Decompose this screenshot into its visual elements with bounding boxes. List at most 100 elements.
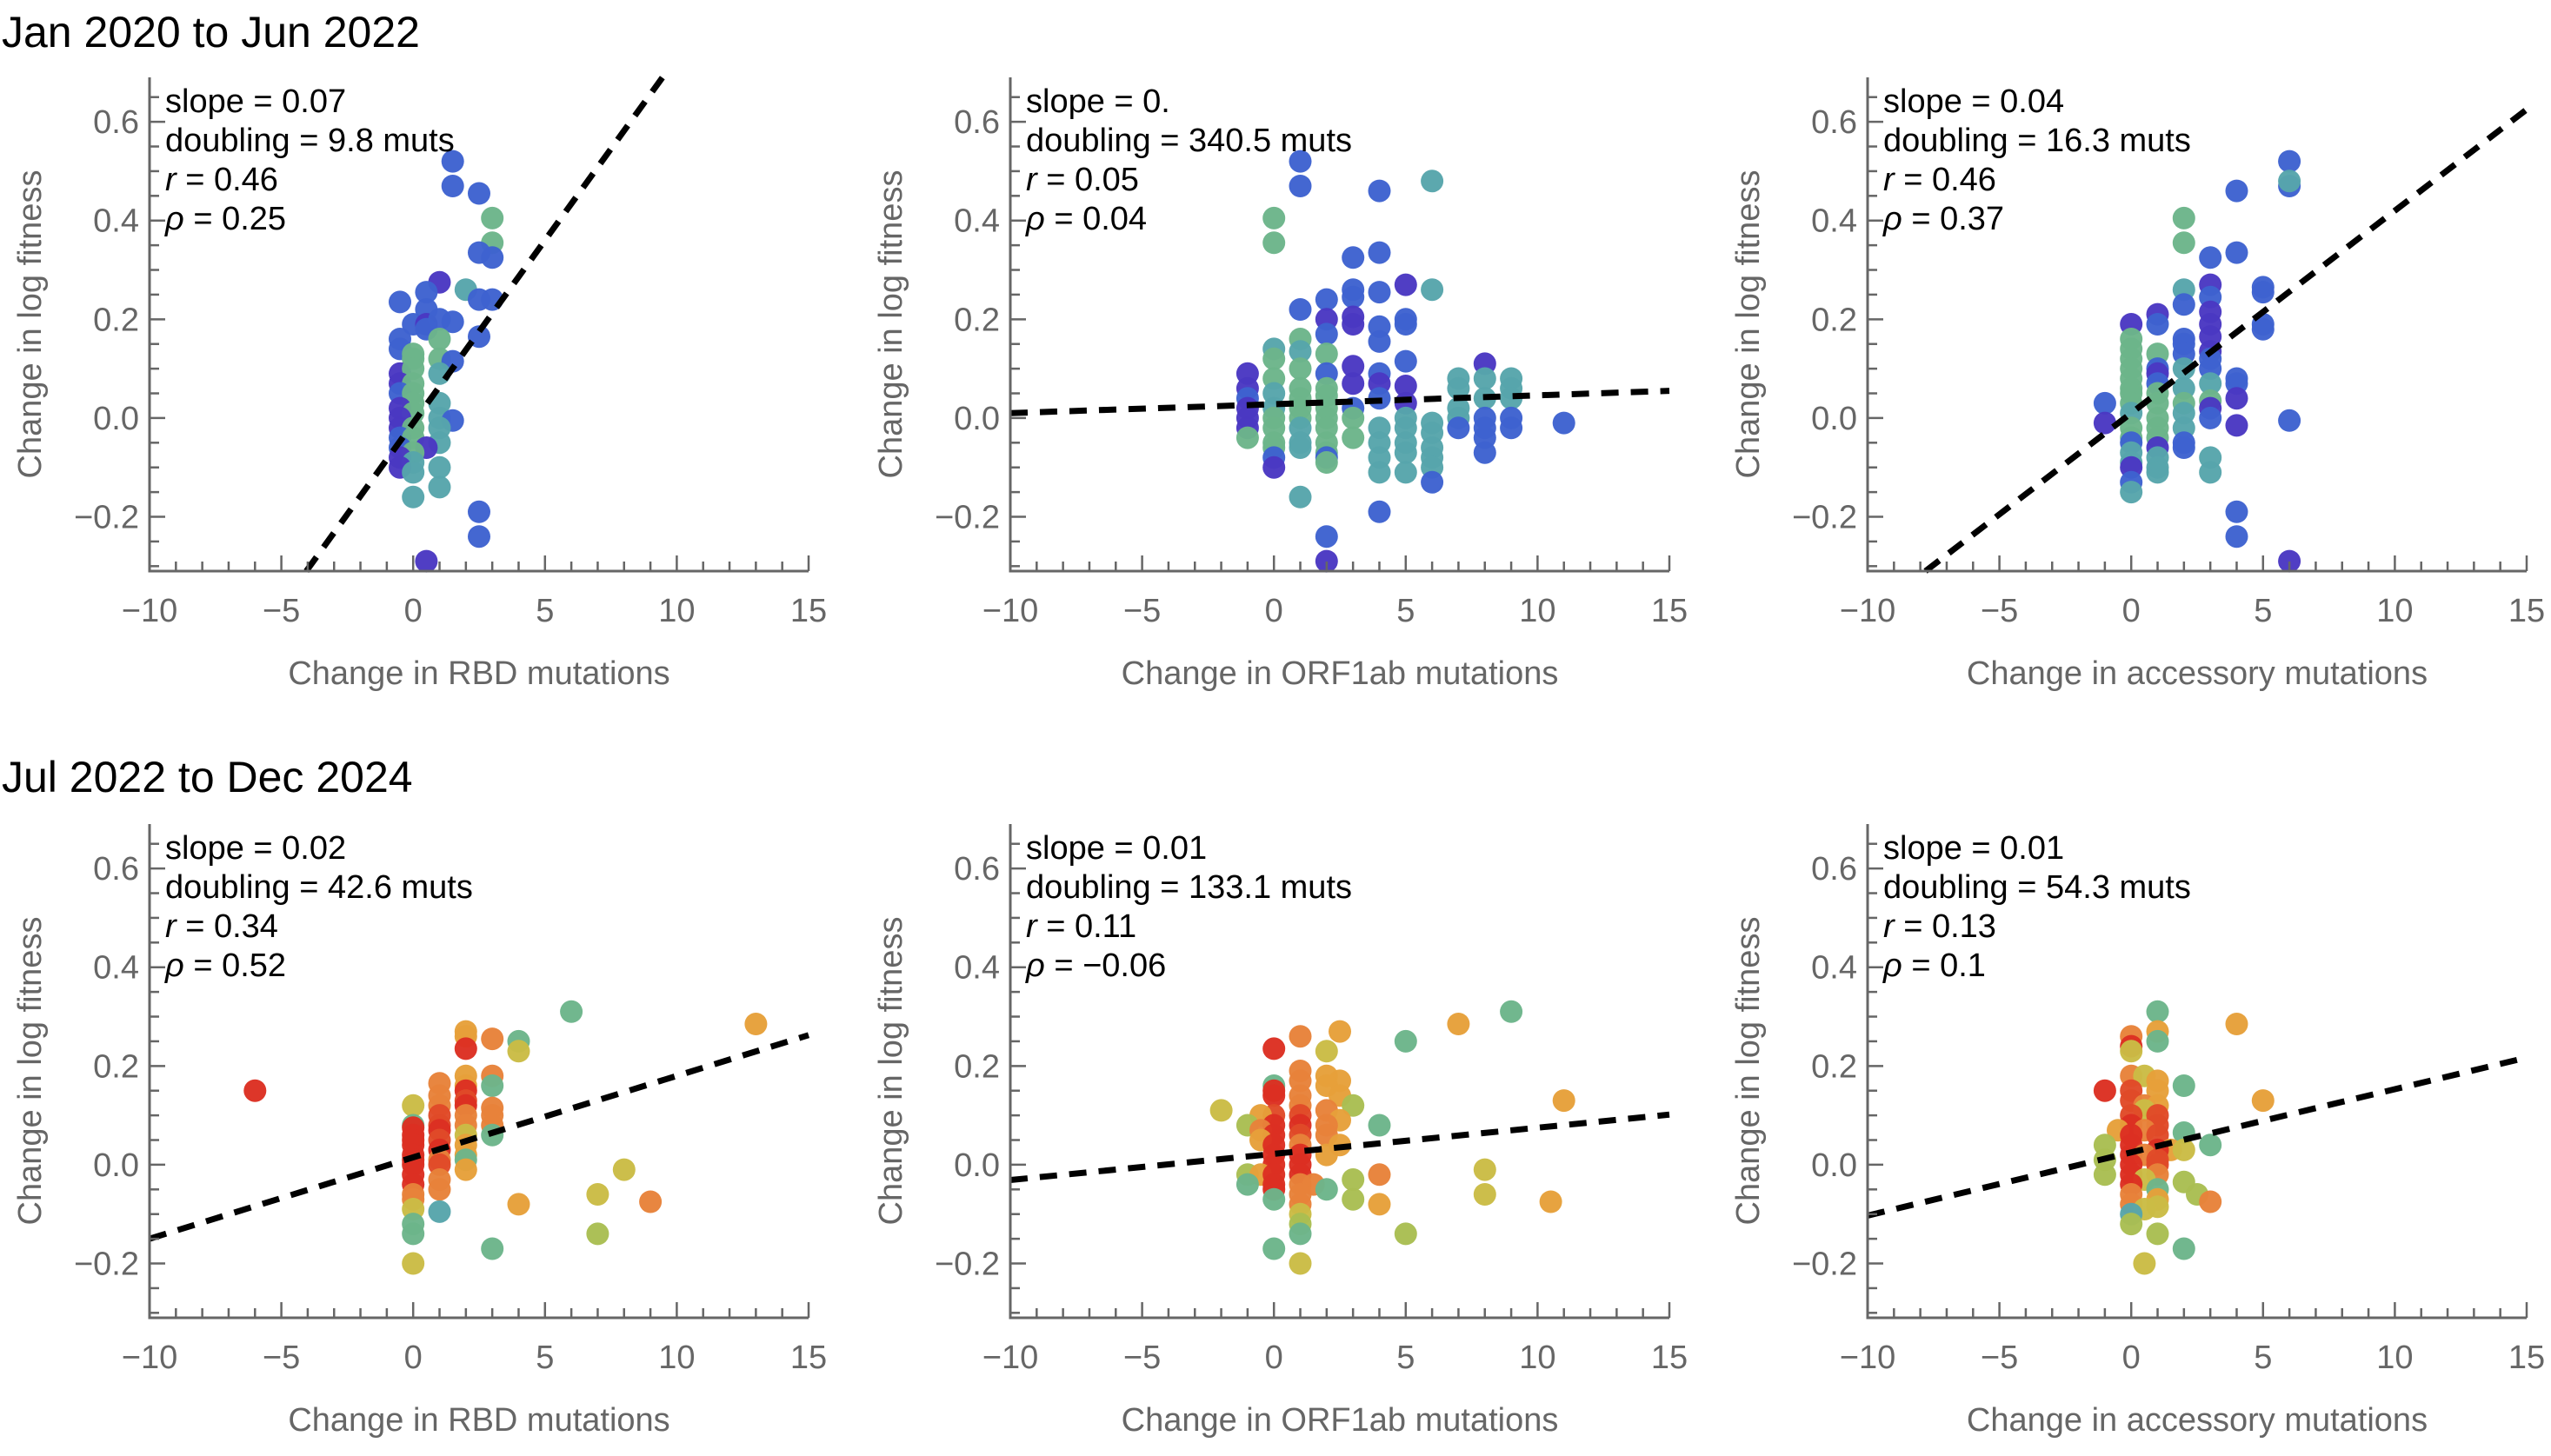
axes: −10 −5 0 5 10 15 −0.2 0.0 0.2 0.4 0.6 Change in acc… [1730,77,2545,692]
row-title-bottom: Jul 2022 to Dec 2024 [2,753,413,801]
pearson-r-stat-symbol: r [165,908,177,945]
data-point [441,150,464,173]
data-point [1394,313,1417,336]
data-point [1289,150,1312,173]
regression-line [303,75,665,574]
scatter-panel-1-1: −10 −5 0 5 10 15 −0.2 0.0 0.2 0.4 0.6 Change in ORF… [873,824,1688,1439]
pearson-r-stat-label: = [177,908,214,945]
y-axis-title: Change in log fitness [12,917,49,1226]
x-tick-label: −5 [1981,1340,2018,1376]
data-point [1552,411,1575,435]
data-point [2225,1013,2248,1035]
data-point [454,1158,477,1181]
data-point [415,549,438,573]
x-tick-label: 15 [2508,1340,2545,1376]
pearson-r-stat-value: 0.46 [1932,162,1996,198]
y-tick-label: 0.2 [93,1048,139,1085]
data-point [2225,500,2248,523]
data-point [1236,426,1259,449]
doubling-stat-value: 42.6 muts [328,869,473,906]
spearman-rho-stat-symbol: ρ [164,201,184,237]
y-tick-label: 0.6 [954,851,1000,888]
pearson-r-stat-value: 0.34 [214,908,278,945]
data-point [389,290,411,314]
spearman-rho-stat-symbol: ρ [164,947,184,984]
data-point [1209,1099,1233,1122]
y-tick-label: −0.2 [935,500,1000,536]
doubling-stat-value: 340.5 muts [1189,123,1352,159]
data-point [2199,406,2222,429]
spearman-rho-stat-value: −0.06 [1082,947,1166,984]
slope-stat-label: slope = [1883,830,2000,867]
data-point [1447,416,1470,440]
slope-stat: slope = 0.01 [1026,830,1207,867]
spearman-rho-stat-label: = [184,201,222,237]
spearman-rho-stat: ρ = 0.25 [164,201,286,237]
spearman-rho-stat-label: = [1045,201,1082,237]
data-point [507,1040,530,1063]
y-tick-label: 0.6 [1811,851,1857,888]
data-point [1368,500,1391,523]
doubling-stat: doubling = 133.1 muts [1026,869,1352,906]
data-point [1394,273,1417,296]
data-point [1473,441,1496,464]
data-point [1236,1173,1259,1196]
x-tick-label: 10 [2376,593,2413,629]
x-tick-label: 15 [1651,1340,1688,1376]
data-point [560,1000,583,1023]
x-tick-label: 15 [790,1340,827,1376]
data-point [2146,1029,2169,1053]
x-tick-label: −5 [1123,1340,1161,1376]
data-point [612,1158,636,1181]
slope-stat: slope = 0. [1026,83,1170,120]
axes: −10 −5 0 5 10 15 −0.2 0.0 0.2 0.4 0.6 Change in RBD… [12,77,827,692]
spearman-rho-stat-symbol: ρ [1882,947,1902,984]
doubling-stat: doubling = 16.3 muts [1883,123,2191,159]
x-axis-title: Change in ORF1ab mutations [1122,655,1559,692]
x-tick-label: 10 [1519,1340,1555,1376]
doubling-stat-label: doubling = [165,869,328,906]
y-tick-label: 0.4 [1811,203,1857,240]
data-point [1289,340,1312,363]
y-tick-label: −0.2 [1792,1247,1857,1283]
y-tick-label: 0.4 [954,203,1000,240]
y-tick-label: −0.2 [1792,500,1857,536]
x-tick-label: 15 [790,593,827,629]
spearman-rho-stat: ρ = 0.37 [1882,201,2004,237]
axes: −10 −5 0 5 10 15 −0.2 0.0 0.2 0.4 0.6 Change in RBD… [12,824,827,1439]
slope-stat-value: 0.01 [1142,830,1207,867]
pearson-r-stat-label: = [1895,908,1932,945]
pearson-r-stat-symbol: r [1883,162,1895,198]
data-point [2199,372,2222,396]
data-point [1262,1237,1286,1260]
slope-stat-value: 0.02 [282,830,346,867]
y-tick-label: 0.6 [954,104,1000,141]
data-point [2172,436,2195,459]
data-point [2146,313,2169,336]
y-tick-label: −0.2 [74,500,139,536]
data-point [1315,1178,1338,1201]
data-point [586,1183,609,1206]
x-tick-label: 10 [2376,1340,2413,1376]
data-point [1552,1089,1575,1113]
scatter-panel-1-0: −10 −5 0 5 10 15 −0.2 0.0 0.2 0.4 0.6 Change in RBD… [12,824,827,1439]
x-tick-label: 0 [404,1340,423,1376]
data-point [243,1079,267,1102]
pearson-r-stat-value: 0.11 [1075,908,1136,945]
y-axis-title: Change in log fitness [1730,170,1767,479]
regression-line [1009,1111,1670,1184]
spearman-rho-stat-label: = [1902,947,1940,984]
pearson-r-stat-value: 0.05 [1075,162,1139,198]
data-point [1315,288,1338,311]
x-tick-label: 0 [1265,593,1283,629]
spearman-rho-stat: ρ = −0.06 [1025,947,1166,984]
doubling-stat-label: doubling = [165,123,328,159]
data-point [1342,1094,1365,1117]
data-point [1539,1190,1562,1213]
data-point [1342,372,1365,396]
data-points [2093,150,2301,573]
